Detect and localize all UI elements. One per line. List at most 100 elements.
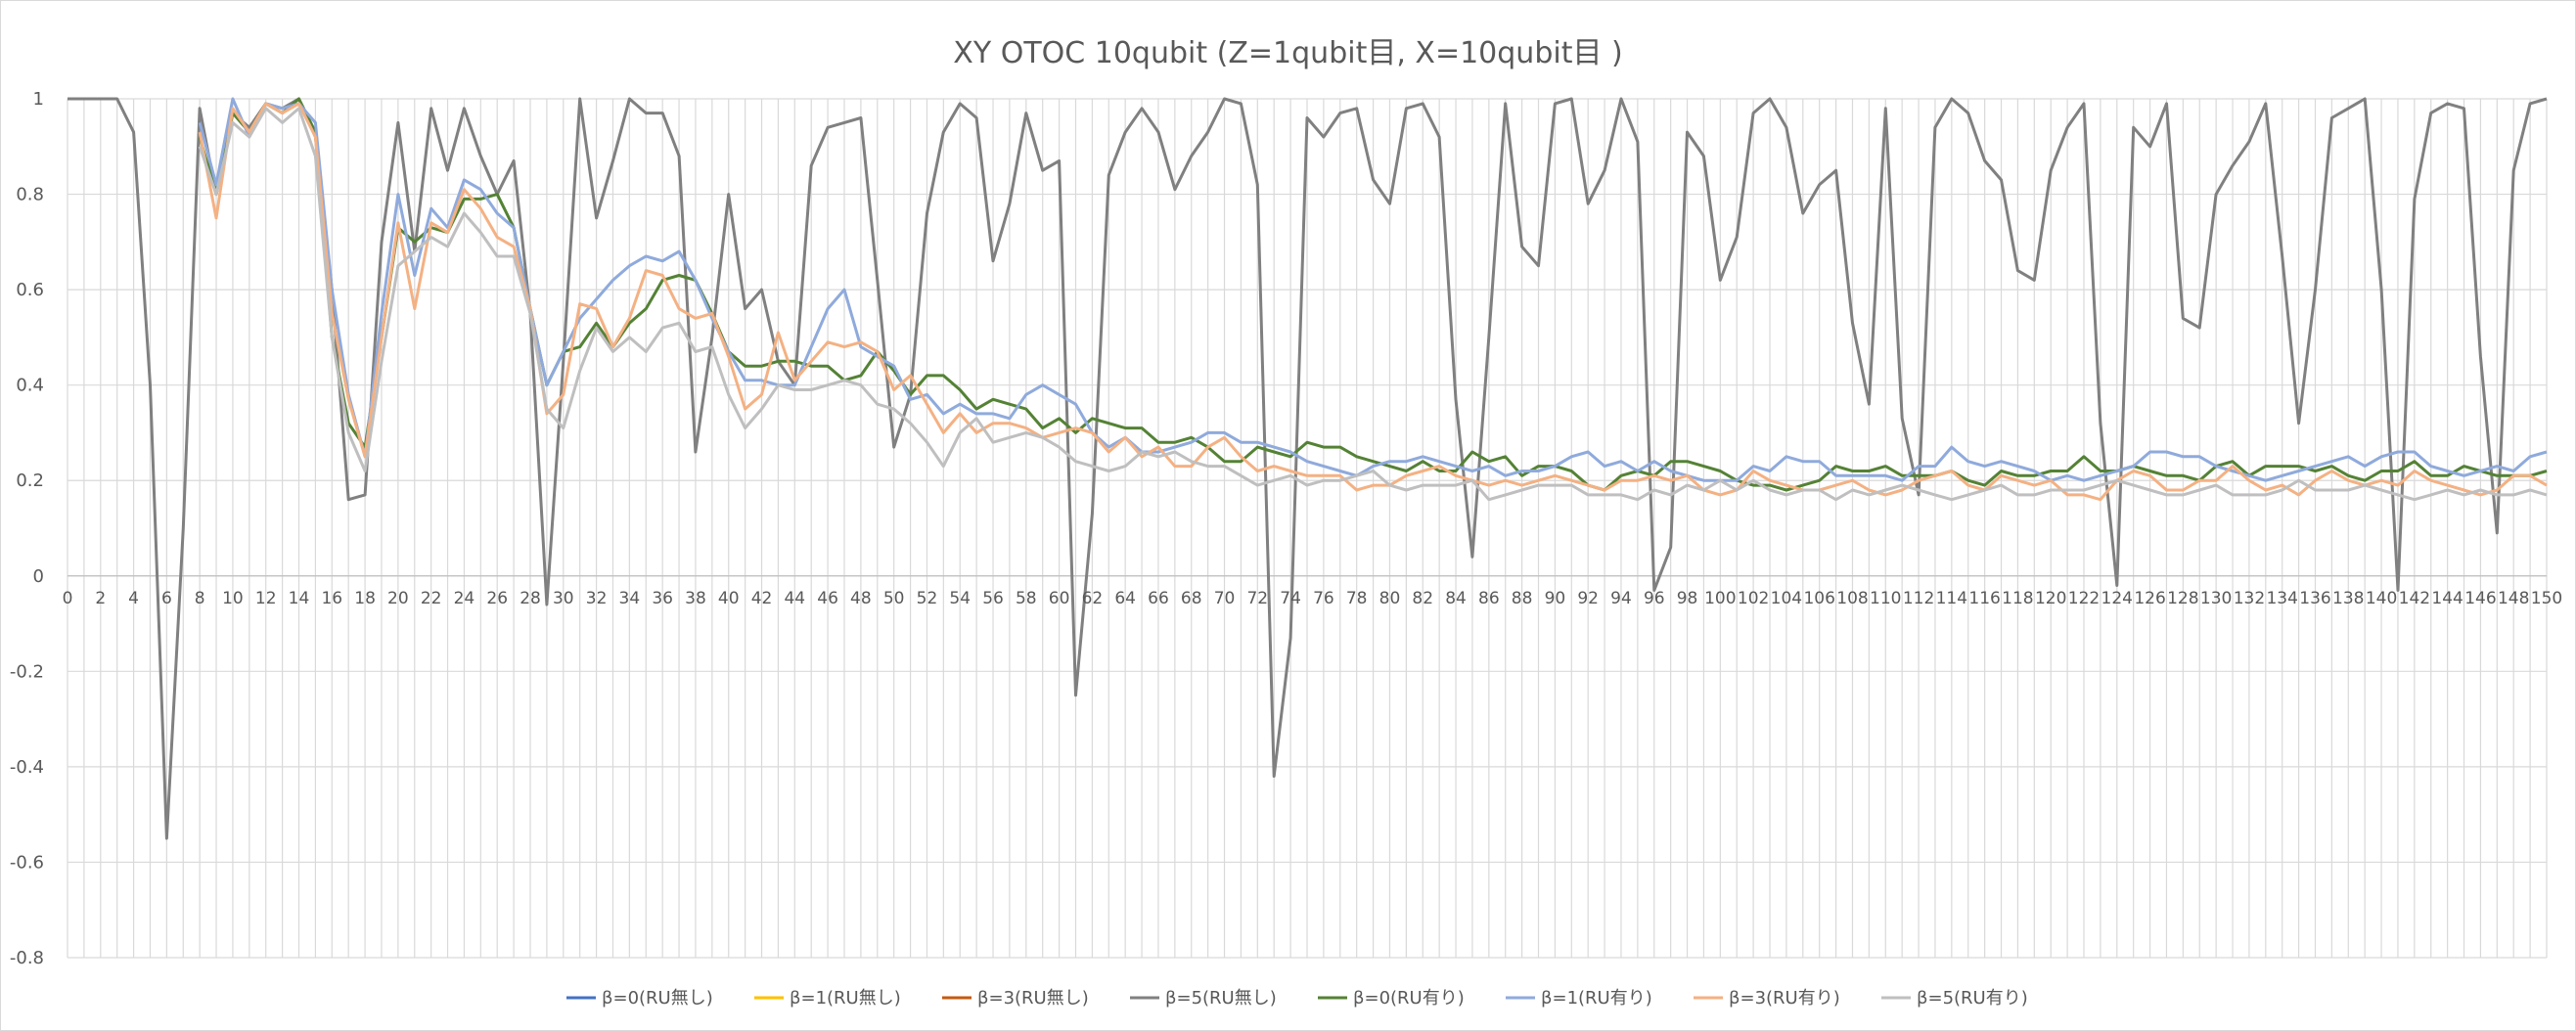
y-tick-label: 0.6 [16, 280, 44, 300]
x-tick-label: 100 [1704, 589, 1736, 608]
x-tick-label: 14 [289, 589, 310, 608]
x-tick-label: 2 [95, 589, 106, 608]
x-tick-label: 54 [949, 589, 971, 608]
x-tick-label: 18 [354, 589, 376, 608]
x-tick-label: 120 [2035, 589, 2066, 608]
x-tick-label: 116 [1968, 589, 2000, 608]
series-line [68, 97, 2548, 840]
y-tick-label: 0.8 [16, 185, 44, 205]
x-tick-label: 0 [63, 589, 73, 608]
y-axis-tick-labels: -0.8 -0.6 -0.4 -0.2 0 0.2 0.4 0.6 0.8 1 [10, 89, 44, 968]
x-tick-label: 24 [454, 589, 475, 608]
series-line [198, 107, 2548, 502]
y-tick-label: -0.4 [10, 757, 44, 778]
x-tick-label: 60 [1049, 589, 1070, 608]
x-tick-label: 66 [1148, 589, 1169, 608]
series-line [198, 97, 2548, 492]
legend: β=0(RU無し) β=1(RU無し) β=3(RU無し) β=5(RU無し) β=0(… [566, 988, 2028, 1009]
x-tick-label: 94 [1610, 589, 1632, 608]
x-tick-label: 96 [1644, 589, 1665, 608]
x-tick-label: 114 [1936, 589, 1967, 608]
x-tick-label: 46 [817, 589, 838, 608]
legend-label: β=1(RU無し) [790, 988, 901, 1009]
x-tick-label: 22 [421, 589, 442, 608]
x-tick-label: 4 [128, 589, 139, 608]
x-tick-label: 88 [1512, 589, 1533, 608]
x-tick-label: 142 [2399, 589, 2430, 608]
x-tick-label: 58 [1016, 589, 1037, 608]
x-tick-label: 40 [718, 589, 740, 608]
x-tick-label: 44 [784, 589, 805, 608]
x-tick-label: 112 [1903, 589, 1934, 608]
grid-lines [67, 98, 2548, 959]
x-tick-label: 6 [161, 589, 172, 608]
legend-label: β=1(RU有り) [1541, 988, 1652, 1009]
legend-label: β=5(RU有り) [1917, 988, 2028, 1009]
x-tick-label: 8 [195, 589, 205, 608]
x-tick-label: 36 [652, 589, 673, 608]
x-tick-label: 52 [917, 589, 938, 608]
x-tick-label: 50 [883, 589, 905, 608]
x-tick-label: 84 [1445, 589, 1467, 608]
x-tick-label: 74 [1280, 589, 1301, 608]
x-tick-label: 138 [2332, 589, 2364, 608]
x-tick-label: 104 [1771, 589, 1802, 608]
x-tick-label: 134 [2266, 589, 2297, 608]
legend-label: β=0(RU無し) [602, 988, 713, 1009]
x-tick-label: 38 [685, 589, 706, 608]
y-tick-label: -0.2 [10, 661, 44, 682]
x-tick-label: 20 [387, 589, 409, 608]
x-tick-label: 92 [1577, 589, 1599, 608]
x-tick-label: 32 [586, 589, 608, 608]
x-tick-label: 124 [2101, 589, 2133, 608]
x-tick-label: 82 [1412, 589, 1433, 608]
x-tick-label: 26 [486, 589, 508, 608]
x-tick-label: 102 [1738, 589, 1769, 608]
y-tick-label: 1 [33, 89, 44, 110]
x-tick-label: 108 [1836, 589, 1868, 608]
x-tick-label: 42 [751, 589, 773, 608]
x-tick-label: 34 [619, 589, 641, 608]
x-tick-label: 62 [1082, 589, 1104, 608]
x-tick-label: 150 [2531, 589, 2562, 608]
x-tick-label: 122 [2068, 589, 2100, 608]
x-tick-label: 70 [1214, 589, 1236, 608]
y-tick-label: 0.4 [16, 376, 44, 396]
y-tick-label: 0.2 [16, 471, 44, 491]
legend-label: β=5(RU無し) [1165, 988, 1277, 1009]
x-tick-label: 110 [1870, 589, 1901, 608]
x-tick-label: 68 [1181, 589, 1202, 608]
legend-label: β=0(RU有り) [1353, 988, 1465, 1009]
x-tick-label: 48 [850, 589, 872, 608]
y-tick-label: -0.6 [10, 852, 44, 873]
x-tick-label: 90 [1545, 589, 1566, 608]
x-tick-label: 72 [1246, 589, 1268, 608]
series-lines [68, 97, 2548, 840]
x-tick-label: 98 [1677, 589, 1698, 608]
x-tick-label: 126 [2134, 589, 2165, 608]
x-tick-label: 148 [2498, 589, 2529, 608]
legend-label: β=3(RU有り) [1729, 988, 1840, 1009]
x-tick-label: 10 [222, 589, 244, 608]
x-tick-label: 76 [1313, 589, 1334, 608]
x-tick-label: 86 [1478, 589, 1500, 608]
x-tick-label: 16 [321, 589, 342, 608]
x-tick-label: 118 [2002, 589, 2033, 608]
x-axis-tick-labels: 0 2 4 6 8 10 12 14 16 18 20 22 24 26 28 30 32 34 36 38 40 42 4… [63, 589, 2563, 608]
x-tick-label: 78 [1346, 589, 1368, 608]
x-tick-label: 28 [520, 589, 541, 608]
x-tick-label: 30 [553, 589, 574, 608]
x-tick-label: 64 [1114, 589, 1136, 608]
x-tick-label: 130 [2200, 589, 2232, 608]
y-tick-label: -0.8 [10, 948, 44, 968]
legend-label: β=3(RU無し) [977, 988, 1089, 1009]
x-tick-label: 80 [1379, 589, 1401, 608]
x-tick-label: 146 [2464, 589, 2496, 608]
x-tick-label: 128 [2167, 589, 2198, 608]
x-tick-label: 144 [2431, 589, 2463, 608]
chart-title: XY OTOC 10qubit (Z=1qubit目, X=10qubit目 ) [953, 36, 1623, 70]
x-tick-label: 140 [2366, 589, 2397, 608]
x-tick-label: 106 [1803, 589, 1834, 608]
x-tick-label: 132 [2234, 589, 2265, 608]
y-tick-label: 0 [33, 566, 44, 587]
